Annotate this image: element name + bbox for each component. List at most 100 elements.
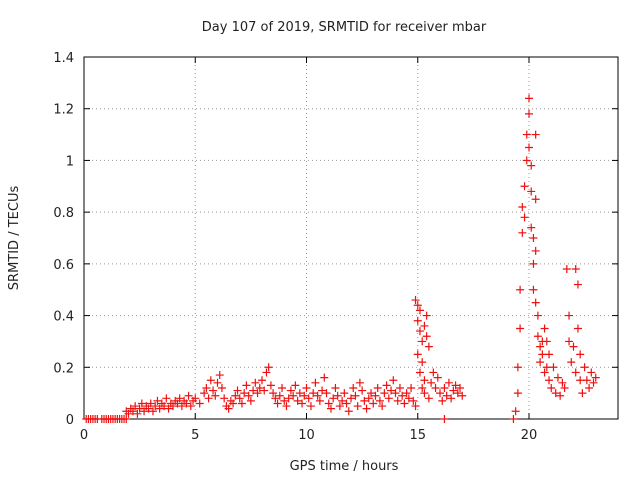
data-point-marker	[371, 391, 380, 400]
data-point-marker	[556, 391, 565, 400]
data-point-marker	[266, 381, 275, 390]
data-point-marker	[518, 228, 527, 237]
data-point-marker	[571, 368, 580, 377]
data-point-marker	[322, 389, 331, 398]
data-point-marker	[375, 396, 384, 405]
data-point-marker	[231, 391, 240, 400]
data-point-marker	[527, 187, 536, 196]
data-point-marker	[262, 368, 271, 377]
data-point-marker	[182, 399, 191, 408]
data-point-marker	[533, 311, 542, 320]
data-point-marker	[442, 391, 451, 400]
data-point-marker	[525, 143, 533, 152]
data-point-marker	[380, 389, 389, 398]
data-point-marker	[335, 402, 344, 411]
data-point-marker	[436, 389, 444, 398]
data-points	[82, 94, 600, 423]
data-point-marker	[458, 391, 467, 400]
data-point-marker	[565, 337, 574, 346]
data-point-marker	[565, 311, 574, 320]
data-point-marker	[387, 386, 396, 395]
data-point-marker	[160, 402, 169, 411]
data-point-marker	[542, 337, 551, 346]
data-point-marker	[562, 265, 571, 274]
data-point-marker	[449, 386, 458, 395]
data-point-marker	[540, 368, 549, 377]
data-point-marker	[342, 399, 351, 408]
data-point-marker	[233, 386, 242, 395]
y-tick-label: 1	[66, 154, 74, 169]
data-point-marker	[344, 407, 353, 416]
data-point-marker	[527, 161, 536, 170]
data-point-marker	[298, 399, 307, 408]
data-point-marker	[264, 363, 273, 372]
data-point-marker	[146, 399, 155, 408]
data-point-marker	[520, 182, 529, 191]
data-point-marker	[362, 404, 371, 413]
data-point-marker	[553, 373, 562, 382]
data-point-marker	[509, 415, 518, 423]
data-point-marker	[209, 386, 218, 395]
data-point-marker	[420, 321, 429, 330]
data-point-marker	[513, 363, 522, 372]
data-point-marker	[304, 394, 313, 403]
data-point-marker	[578, 389, 587, 398]
data-point-marker	[542, 363, 551, 372]
data-point-marker	[315, 396, 324, 405]
data-point-marker	[400, 399, 409, 408]
data-point-marker	[295, 389, 304, 398]
data-point-marker	[324, 399, 333, 408]
data-point-marker	[184, 391, 193, 400]
data-point-marker	[124, 409, 133, 418]
data-point-marker	[246, 396, 255, 405]
data-point-marker	[404, 394, 413, 403]
data-point-marker	[438, 396, 447, 405]
data-point-marker	[573, 324, 582, 333]
data-point-marker	[582, 376, 591, 385]
data-point-marker	[573, 280, 582, 289]
data-point-marker	[547, 383, 556, 392]
data-point-marker	[255, 383, 264, 392]
data-point-marker	[355, 378, 364, 387]
data-point-marker	[237, 399, 246, 408]
data-point-marker	[591, 373, 600, 382]
data-point-marker	[429, 368, 438, 377]
data-point-marker	[135, 404, 144, 413]
data-point-marker	[413, 350, 422, 359]
data-point-marker	[569, 342, 578, 351]
data-point-marker	[260, 386, 269, 395]
data-point-marker	[186, 402, 195, 411]
data-point-marker	[420, 376, 429, 385]
data-point-marker	[418, 358, 427, 367]
y-tick-label: 0	[66, 413, 74, 428]
data-point-marker	[516, 324, 525, 333]
data-point-marker	[567, 358, 576, 367]
data-point-marker	[364, 394, 373, 403]
data-point-marker	[122, 415, 131, 423]
data-point-marker	[300, 391, 309, 400]
x-axis-ticks: 0 5 10 15 20	[80, 57, 537, 443]
data-point-marker	[536, 358, 545, 367]
data-point-marker	[413, 301, 422, 310]
data-point-marker	[378, 402, 387, 411]
x-axis-label: GPS time / hours	[290, 459, 399, 474]
data-point-marker	[415, 306, 424, 315]
data-point-marker	[384, 394, 393, 403]
data-point-marker	[215, 371, 224, 380]
data-point-marker	[451, 381, 460, 390]
y-axis-ticks: 0 0.2 0.4 0.6 0.8 1 1.2 1.4	[53, 51, 618, 428]
data-point-marker	[151, 402, 160, 411]
y-axis-label: SRMTID / TECUs	[7, 186, 22, 291]
data-point-marker	[389, 376, 398, 385]
plot-frame	[83, 56, 619, 420]
y-tick-label: 0.8	[53, 206, 74, 221]
data-point-marker	[531, 195, 540, 204]
y-tick-label: 0.4	[53, 310, 74, 325]
data-point-marker	[558, 378, 567, 387]
data-point-marker	[395, 383, 404, 392]
data-point-marker	[447, 394, 456, 403]
data-point-marker	[522, 130, 531, 139]
data-point-marker	[531, 246, 540, 255]
data-point-marker	[195, 399, 204, 408]
y-tick-label: 1.2	[53, 103, 74, 118]
